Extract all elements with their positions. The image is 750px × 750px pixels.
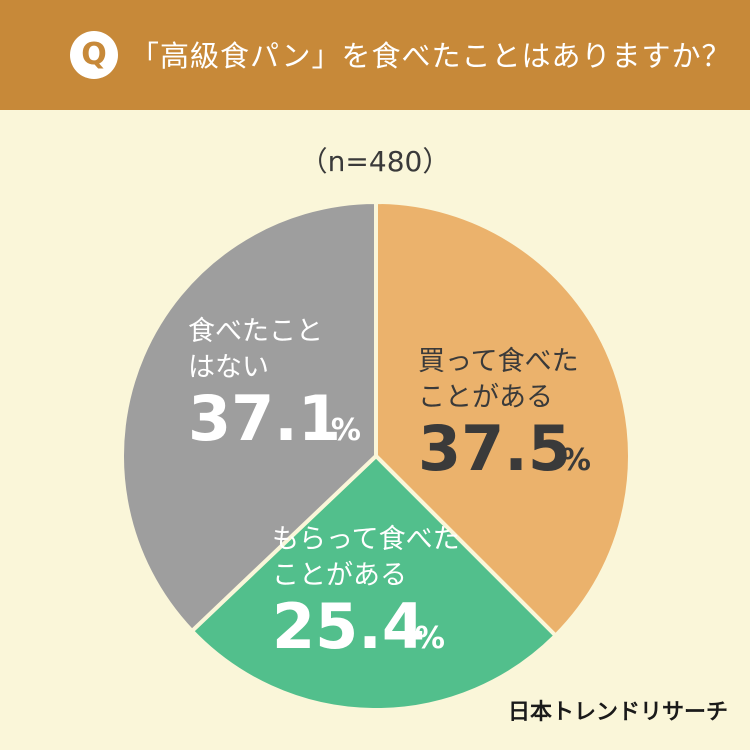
slice-label-1-line1: もらって食べた: [272, 524, 460, 555]
slice-label-0-line2: ことがある: [418, 382, 553, 413]
brand-logo: 日本トレンドリサーチ: [507, 700, 728, 725]
slice-label-2-line2: はない: [188, 352, 269, 383]
slice-unit-2: %: [331, 413, 361, 448]
question-header: Q 「高級食パン」を食べたことはありますか？: [0, 0, 750, 110]
slice-unit-0: %: [561, 443, 591, 478]
question-text: 「高級食パン」を食べたことはありますか？: [130, 39, 732, 73]
q-badge-icon: Q: [70, 31, 118, 79]
slice-label-2-line1: 食べたこと: [188, 316, 323, 347]
pie-slice-1: [189, 454, 558, 712]
slice-value-1: 25.4: [272, 590, 425, 663]
slice-unit-1: %: [415, 621, 445, 656]
pie-slice-0: [374, 200, 632, 638]
slice-value-0: 37.5: [418, 412, 571, 485]
slice-label-1-line2: ことがある: [272, 560, 407, 591]
slice-value-2: 37.1: [188, 382, 341, 455]
sample-size: （n=480）: [299, 145, 451, 178]
slice-label-0-line1: 買って食べた: [418, 346, 579, 377]
pie-slice-2: [120, 200, 378, 634]
